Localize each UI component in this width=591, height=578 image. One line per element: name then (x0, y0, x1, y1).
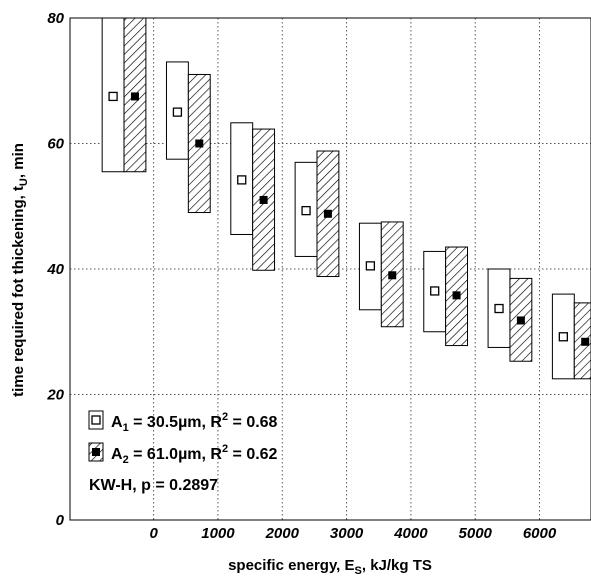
mean-marker-filled (195, 139, 204, 148)
mean-marker-open (237, 175, 247, 185)
box-plot-area (101, 18, 591, 380)
mean-marker-open (558, 332, 568, 342)
x-tick-label: 5000 (459, 525, 493, 542)
mean-marker-open (430, 286, 440, 296)
legend-marker-filled (92, 448, 100, 456)
y-tick-label: 80 (47, 10, 64, 27)
mean-marker-filled (516, 316, 525, 325)
mean-marker-filled (581, 337, 590, 346)
legend-item-a1: A1 = 30.5µm, R2 = 0.68 (88, 410, 278, 434)
mean-marker-filled (388, 271, 397, 280)
kw-h-annotation: KW-H, p = 0.2897 (89, 477, 218, 494)
legend: A1 = 30.5µm, R2 = 0.68 A2 = 61.0µm, R2 =… (88, 410, 278, 494)
y-tick-label: 60 (47, 136, 64, 153)
x-tick-label: 1000 (201, 525, 235, 542)
y-tick-label: 20 (46, 387, 64, 404)
y-tick-label: 40 (46, 261, 64, 278)
mean-marker-open (172, 107, 183, 117)
legend-item-a2: A2 = 61.0µm, R2 = 0.62 (88, 442, 278, 466)
tick-labels: 0 1000 2000 3000 4000 5000 6000 0 20 40 60 80 (46, 10, 557, 542)
mean-marker-filled (259, 195, 268, 204)
x-tick-label: 4000 (393, 525, 428, 542)
mean-marker-open (365, 261, 376, 271)
mean-marker-open (108, 91, 118, 102)
x-tick-label: 2000 (265, 525, 300, 542)
x-tick-label: 6000 (523, 525, 557, 542)
legend-label-a2: A2 = 61.0µm, R2 = 0.62 (111, 443, 278, 466)
plot-frame (69, 17, 591, 521)
legend-marker-open (91, 415, 101, 425)
mean-marker-open (494, 303, 504, 314)
mean-marker-filled (130, 92, 139, 101)
y-axis-title: time required fot thickening, tU, min (10, 143, 30, 397)
mean-marker-filled (323, 209, 332, 218)
x-axis-title: specific energy, ES, kJ/kg TS (228, 557, 432, 577)
mean-marker-open (301, 205, 311, 216)
x-tick-label: 3000 (330, 525, 364, 542)
y-tick-label: 0 (56, 512, 65, 529)
x-tick-label: 0 (149, 525, 158, 542)
mean-marker-filled (452, 291, 461, 300)
legend-label-a1: A1 = 30.5µm, R2 = 0.68 (111, 411, 278, 434)
